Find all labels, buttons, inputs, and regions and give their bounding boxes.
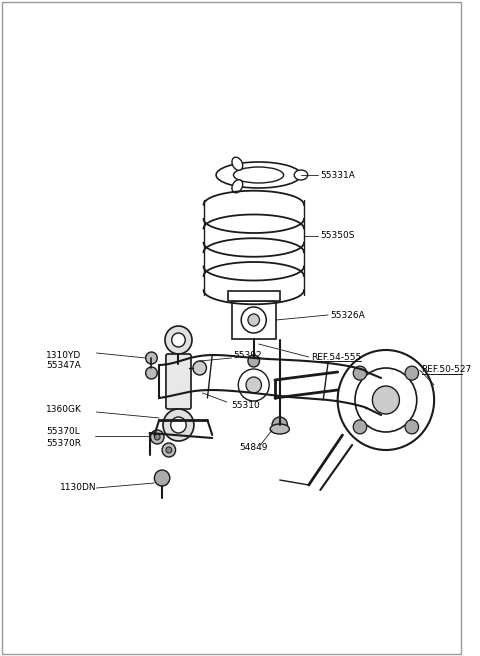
Text: 55326A: 55326A <box>330 310 365 319</box>
Circle shape <box>151 430 164 444</box>
Circle shape <box>353 420 367 434</box>
Circle shape <box>163 409 194 441</box>
Text: 55310: 55310 <box>231 401 260 409</box>
Circle shape <box>145 367 157 379</box>
Circle shape <box>171 417 186 433</box>
Ellipse shape <box>232 157 243 171</box>
Circle shape <box>155 470 170 486</box>
Circle shape <box>155 434 160 440</box>
Text: 55331A: 55331A <box>320 171 355 180</box>
Ellipse shape <box>294 170 308 180</box>
Ellipse shape <box>216 162 301 188</box>
Circle shape <box>193 361 206 375</box>
Circle shape <box>241 307 266 333</box>
Circle shape <box>166 447 172 453</box>
Circle shape <box>248 314 260 326</box>
Text: 1310YD: 1310YD <box>46 350 82 359</box>
FancyBboxPatch shape <box>228 291 280 301</box>
Circle shape <box>355 368 417 432</box>
Text: 55347A: 55347A <box>46 361 81 371</box>
FancyBboxPatch shape <box>166 354 191 409</box>
Circle shape <box>246 377 262 393</box>
Text: REF.50-527: REF.50-527 <box>421 365 472 375</box>
Circle shape <box>405 420 419 434</box>
Text: REF.54-555: REF.54-555 <box>311 352 361 361</box>
Circle shape <box>248 355 260 367</box>
Circle shape <box>372 386 399 414</box>
Text: 55370L: 55370L <box>46 428 80 436</box>
Text: 55392: 55392 <box>233 352 262 361</box>
Circle shape <box>165 326 192 354</box>
Ellipse shape <box>270 424 289 434</box>
Circle shape <box>272 417 288 433</box>
Circle shape <box>162 443 176 457</box>
Ellipse shape <box>232 180 243 193</box>
Text: 55350S: 55350S <box>320 231 355 240</box>
FancyBboxPatch shape <box>231 301 276 339</box>
Circle shape <box>238 369 269 401</box>
Text: 1360GK: 1360GK <box>46 405 82 415</box>
Ellipse shape <box>233 167 284 183</box>
Circle shape <box>353 366 367 380</box>
Text: 1130DN: 1130DN <box>60 483 96 493</box>
Text: 54849: 54849 <box>239 443 268 451</box>
Circle shape <box>405 366 419 380</box>
Circle shape <box>172 333 185 347</box>
Text: 55370R: 55370R <box>46 438 81 447</box>
Circle shape <box>145 352 157 364</box>
Circle shape <box>337 350 434 450</box>
